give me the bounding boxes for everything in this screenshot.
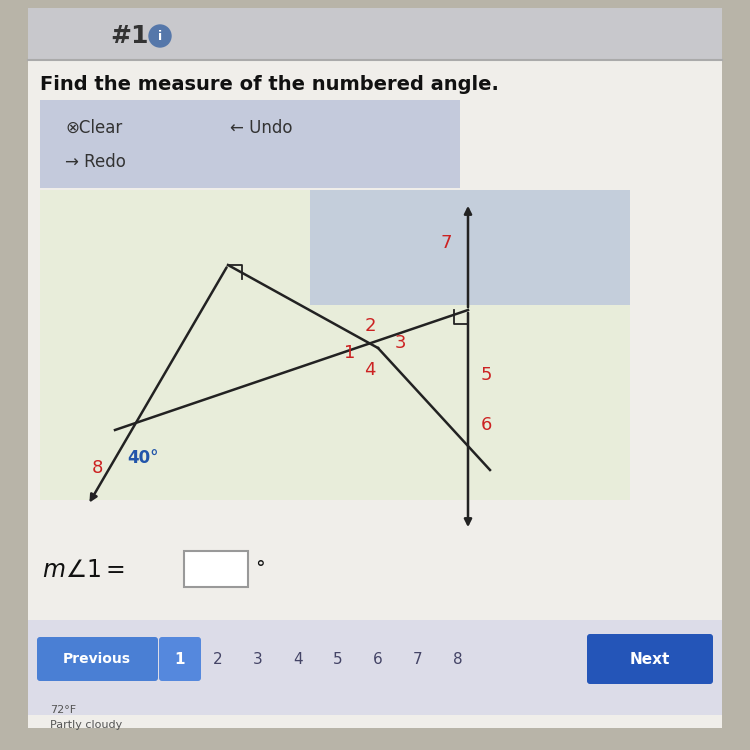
Text: 8: 8	[453, 652, 463, 667]
Text: #1: #1	[111, 24, 149, 48]
FancyBboxPatch shape	[28, 8, 722, 728]
FancyBboxPatch shape	[159, 637, 201, 681]
FancyBboxPatch shape	[184, 551, 248, 587]
Text: Next: Next	[630, 652, 670, 667]
Text: ← Undo: ← Undo	[230, 119, 292, 137]
Text: 5: 5	[333, 652, 343, 667]
Text: 2: 2	[364, 317, 376, 335]
FancyBboxPatch shape	[28, 620, 722, 715]
FancyBboxPatch shape	[310, 190, 630, 305]
Text: → Redo: → Redo	[65, 153, 126, 171]
Text: 1: 1	[344, 344, 355, 362]
Text: 2: 2	[213, 652, 223, 667]
Text: $m\angle 1 =$: $m\angle 1 =$	[42, 558, 125, 582]
Text: 6: 6	[374, 652, 382, 667]
FancyBboxPatch shape	[587, 634, 713, 684]
Circle shape	[149, 25, 171, 47]
Text: 1: 1	[175, 652, 185, 667]
Text: Previous: Previous	[63, 652, 131, 666]
Text: 3: 3	[394, 334, 406, 352]
Text: i: i	[158, 31, 162, 44]
Text: °: °	[255, 560, 265, 578]
Text: Find the measure of the numbered angle.: Find the measure of the numbered angle.	[40, 76, 499, 94]
FancyBboxPatch shape	[40, 190, 630, 500]
Text: Partly cloudy: Partly cloudy	[50, 720, 122, 730]
Text: 8: 8	[92, 459, 103, 477]
FancyBboxPatch shape	[37, 637, 158, 681]
Text: 3: 3	[253, 652, 262, 667]
Text: 4: 4	[293, 652, 303, 667]
Text: 4: 4	[364, 361, 376, 379]
FancyBboxPatch shape	[40, 100, 460, 188]
Text: 7: 7	[440, 234, 452, 252]
FancyBboxPatch shape	[28, 8, 722, 60]
Text: 7: 7	[413, 652, 423, 667]
Text: 72°F: 72°F	[50, 705, 76, 715]
Text: 6: 6	[480, 416, 492, 434]
Text: 40°: 40°	[127, 449, 158, 467]
Text: 5: 5	[480, 366, 492, 384]
Text: ⊗Clear: ⊗Clear	[65, 119, 122, 137]
